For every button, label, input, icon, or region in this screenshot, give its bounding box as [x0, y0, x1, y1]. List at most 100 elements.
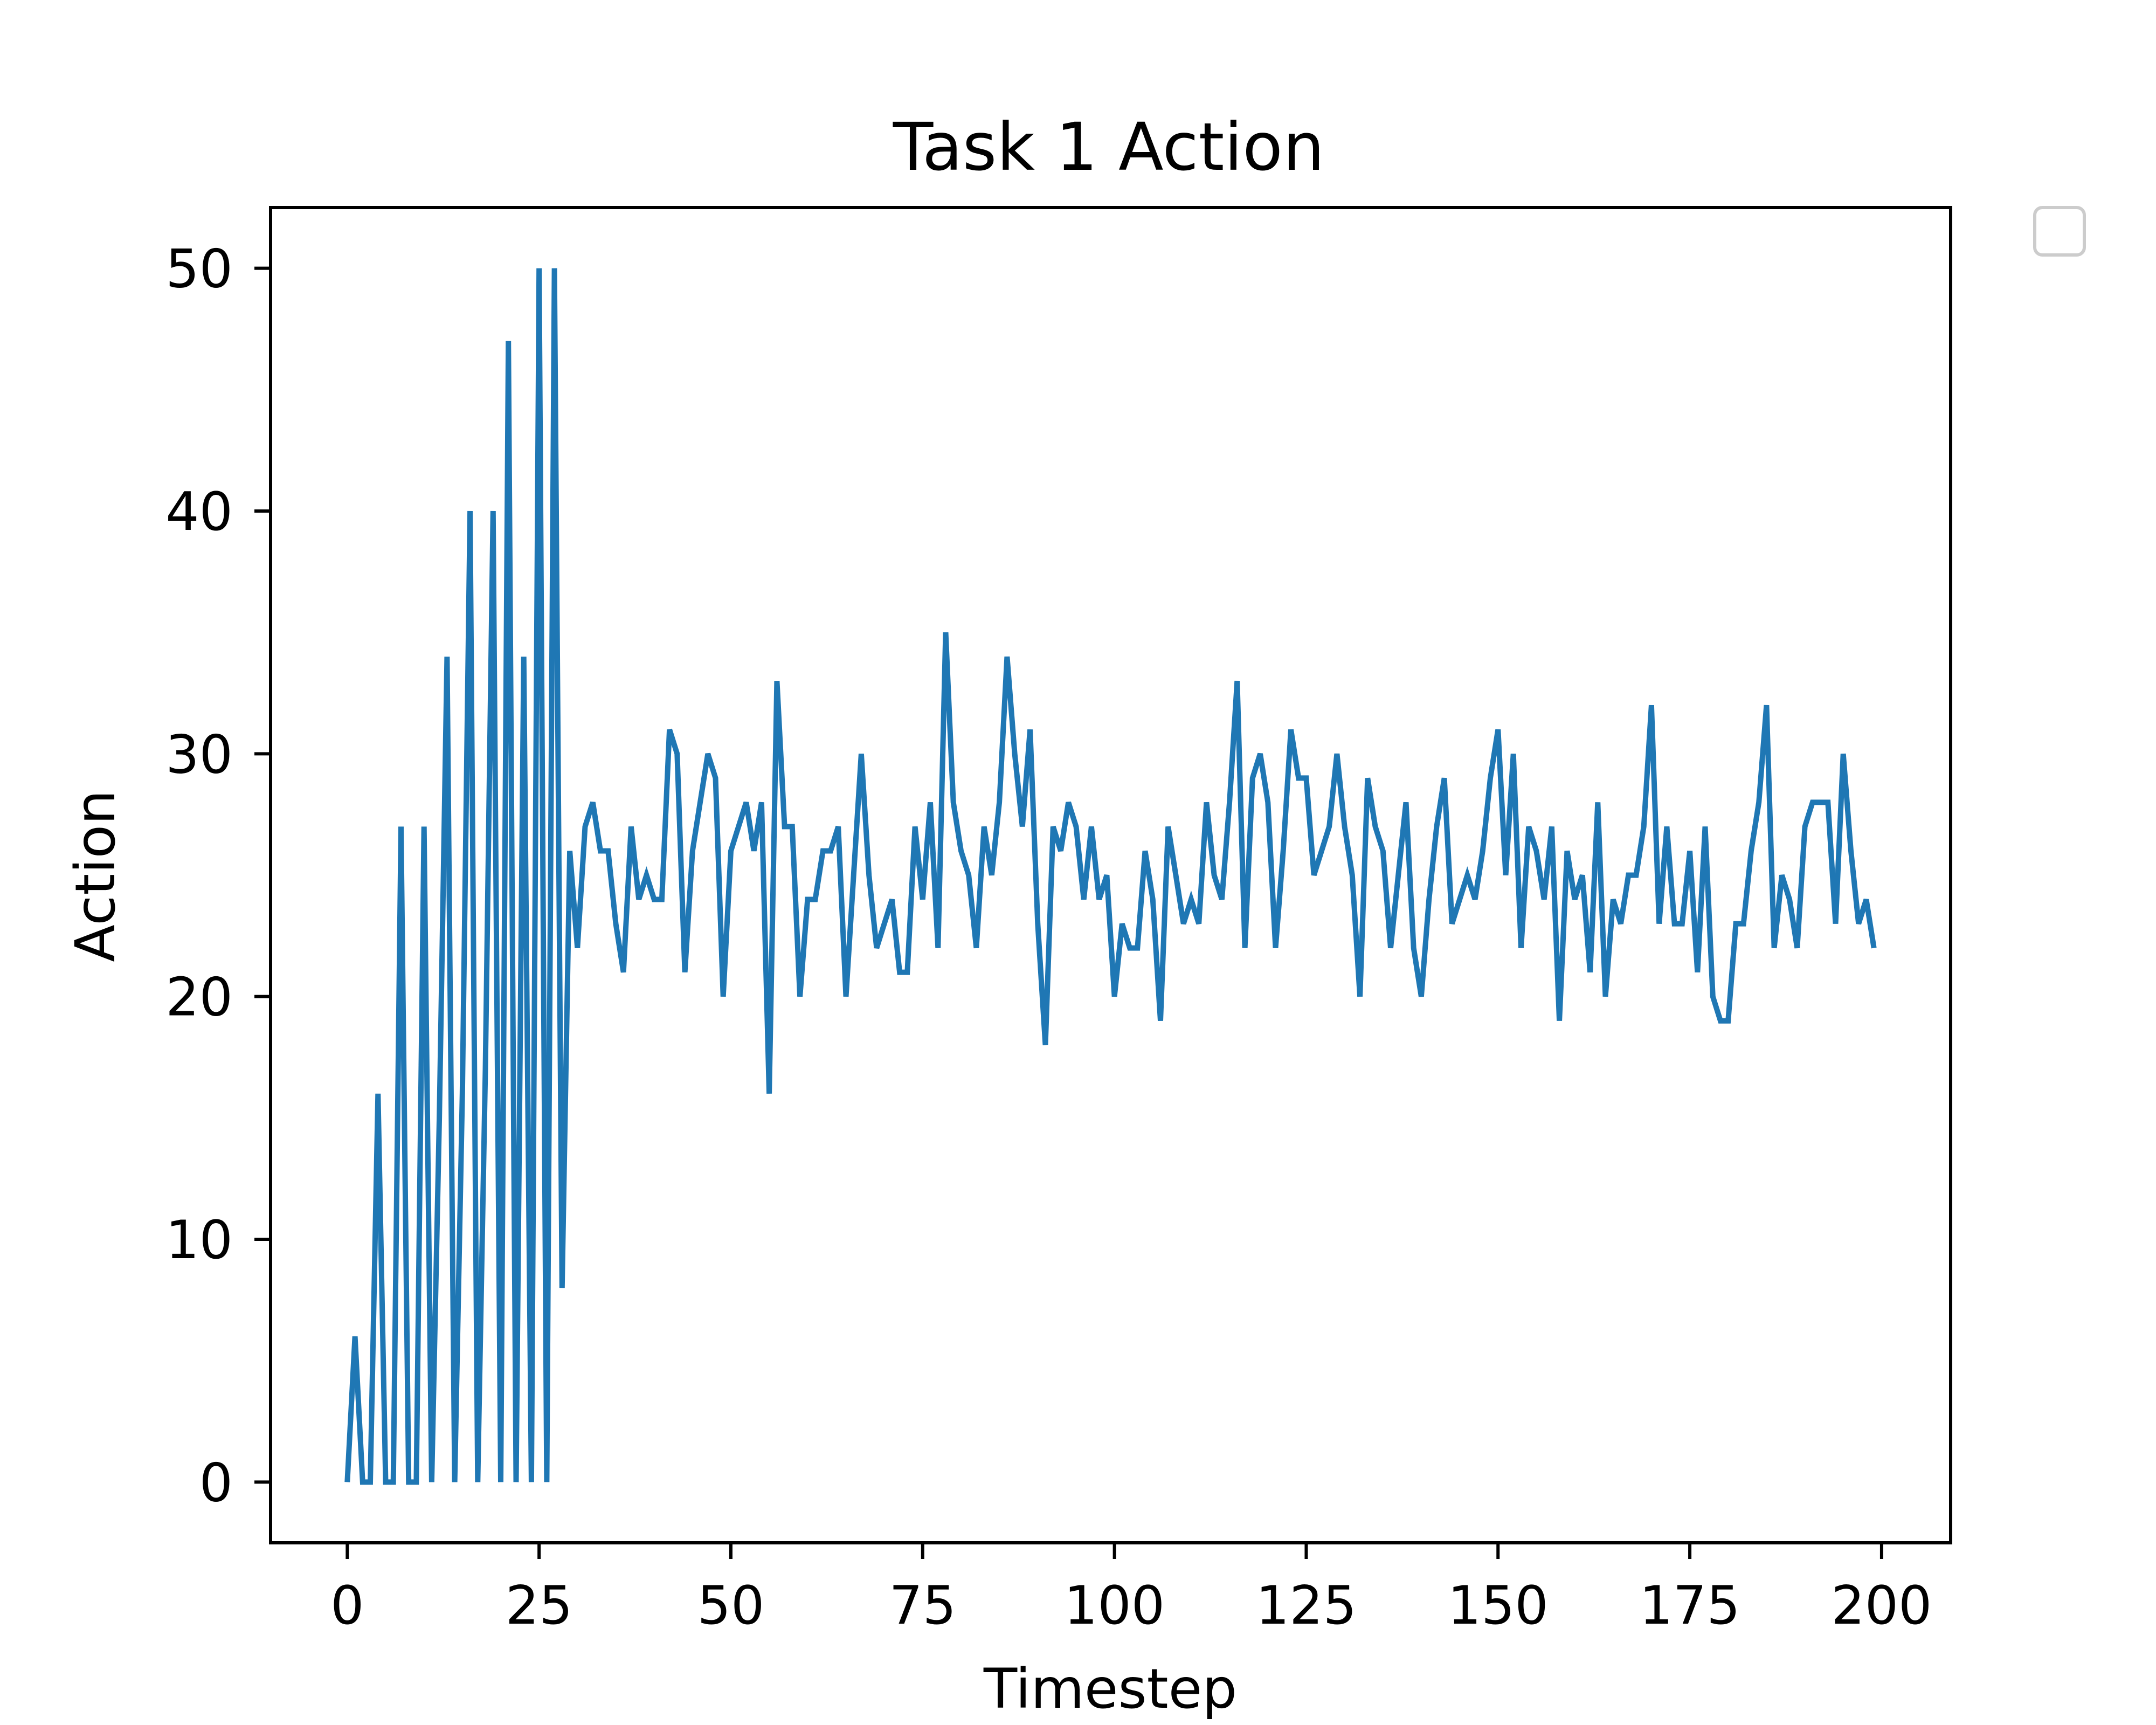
- data-point: [930, 802, 931, 803]
- y-tick-label: 20: [165, 967, 233, 1029]
- data-point: [745, 802, 747, 803]
- data-point: [1114, 996, 1115, 997]
- series-points: [347, 268, 1874, 1483]
- data-point: [815, 899, 816, 900]
- data-point: [1014, 753, 1015, 754]
- data-point: [861, 753, 862, 754]
- plot-area: [269, 206, 1952, 1544]
- data-point: [707, 753, 708, 754]
- axes-frame: [269, 206, 1952, 1544]
- data-point: [1720, 1020, 1721, 1022]
- data-point: [945, 632, 946, 633]
- data-point: [1206, 802, 1207, 803]
- data-point: [1152, 899, 1153, 900]
- data-point: [1835, 923, 1836, 924]
- data-point: [884, 923, 885, 924]
- data-point: [454, 1481, 455, 1482]
- x-axis-label: Timestep: [983, 1657, 1237, 1721]
- data-point: [1674, 923, 1675, 924]
- data-point: [1260, 753, 1261, 754]
- data-point: [1613, 899, 1614, 900]
- data-point: [892, 899, 893, 900]
- data-point: [431, 1481, 432, 1482]
- data-point: [937, 948, 938, 949]
- data-point: [1053, 826, 1054, 827]
- chart-title: Task 1 Action: [893, 109, 1325, 185]
- data-point: [500, 1481, 501, 1482]
- data-point: [968, 875, 969, 876]
- data-point: [1805, 826, 1806, 827]
- data-point: [1858, 923, 1859, 924]
- data-point: [1129, 948, 1130, 949]
- data-point: [1421, 996, 1422, 997]
- y-axis: 0 10 20 30 40 50: [165, 239, 271, 1514]
- data-point: [1459, 899, 1460, 900]
- x-tick-label: 125: [1256, 1575, 1357, 1637]
- data-point: [1689, 850, 1690, 851]
- x-tick-label: 75: [889, 1575, 956, 1637]
- data-point: [799, 996, 800, 997]
- data-point: [1167, 826, 1169, 827]
- data-point: [1045, 1045, 1046, 1046]
- data-point: [1068, 802, 1069, 803]
- data-point: [631, 826, 632, 827]
- data-point: [1566, 850, 1567, 851]
- data-point: [592, 802, 593, 803]
- data-point: [723, 996, 724, 997]
- data-point: [546, 1481, 547, 1482]
- data-point: [508, 341, 509, 342]
- data-point: [1183, 923, 1184, 924]
- data-point: [1812, 802, 1813, 803]
- data-point: [1075, 826, 1076, 827]
- data-point: [738, 826, 739, 827]
- data-point: [654, 899, 655, 900]
- data-point: [493, 510, 494, 512]
- data-point: [377, 1093, 378, 1094]
- data-point: [1398, 875, 1399, 876]
- data-point: [1551, 826, 1552, 827]
- data-point: [669, 729, 670, 730]
- data-point: [776, 680, 777, 681]
- data-point: [868, 875, 869, 876]
- data-point: [531, 1481, 532, 1482]
- data-point: [807, 899, 808, 900]
- data-point: [1452, 923, 1453, 924]
- data-point: [1659, 923, 1660, 924]
- data-point: [562, 1287, 563, 1288]
- data-point: [638, 899, 639, 900]
- data-point: [761, 802, 762, 803]
- data-point: [1290, 729, 1291, 730]
- data-point: [393, 1481, 394, 1482]
- data-point: [355, 1336, 356, 1337]
- x-tick-label: 50: [697, 1575, 765, 1637]
- x-tick-label: 25: [506, 1575, 573, 1637]
- data-point: [915, 826, 916, 827]
- data-point: [485, 1069, 486, 1070]
- data-point: [1436, 826, 1437, 827]
- data-point: [1428, 899, 1429, 900]
- data-point: [1513, 753, 1514, 754]
- data-point: [1582, 875, 1583, 876]
- data-point: [1329, 826, 1330, 827]
- data-point: [1267, 802, 1268, 803]
- data-point: [1505, 875, 1506, 876]
- data-point: [1305, 777, 1307, 778]
- data-point: [1590, 972, 1591, 973]
- data-point: [607, 850, 609, 851]
- data-point: [661, 899, 662, 900]
- data-point: [477, 1481, 478, 1482]
- data-point: [646, 875, 647, 876]
- data-point: [446, 656, 447, 657]
- data-point: [838, 826, 839, 827]
- data-point: [769, 1093, 770, 1094]
- data-point: [1651, 705, 1652, 706]
- data-point: [600, 850, 601, 851]
- data-point: [730, 850, 731, 851]
- data-point: [1060, 850, 1061, 851]
- data-point: [700, 802, 701, 803]
- data-point: [1628, 875, 1629, 876]
- data-point: [792, 826, 793, 827]
- data-point: [1122, 923, 1123, 924]
- data-point: [623, 972, 624, 973]
